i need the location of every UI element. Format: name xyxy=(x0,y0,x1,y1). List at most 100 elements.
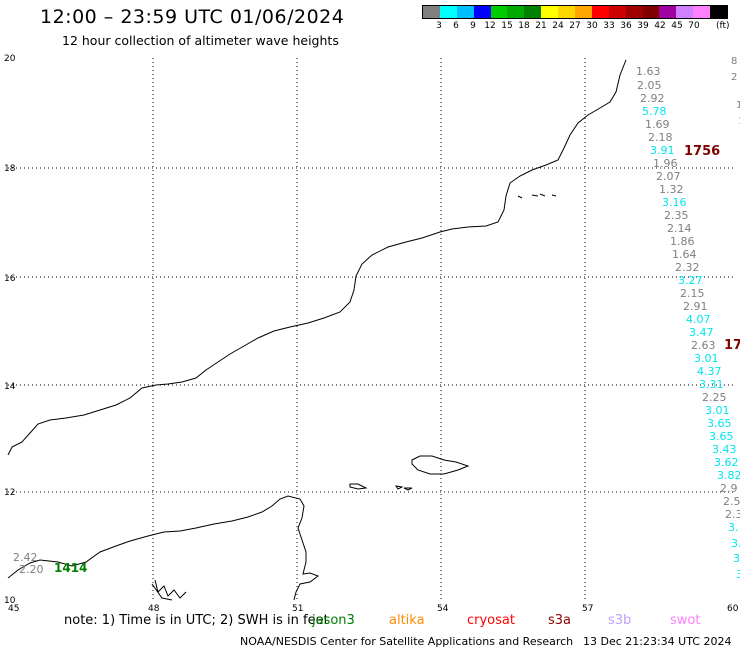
color-scale-label: 36 xyxy=(620,21,632,31)
wave-height-value: 2.91 xyxy=(683,300,708,313)
longitude-tick-label: 57 xyxy=(582,604,593,614)
edge-mark: 2 xyxy=(731,72,737,83)
wave-height-value: 2.14 xyxy=(667,222,692,235)
color-swatch xyxy=(625,6,643,18)
edge-mark: 1 xyxy=(736,100,740,111)
color-scale-label: 39 xyxy=(637,21,649,31)
color-scale-label: 3 xyxy=(436,21,442,31)
latitude-tick-label: 10 xyxy=(4,596,16,606)
wave-height-value: 2.42 xyxy=(13,551,38,564)
wave-height-value: 2.3 xyxy=(725,508,740,521)
longitude-tick-label: 48 xyxy=(148,604,160,614)
wave-height-value: 5.78 xyxy=(642,105,667,118)
color-scale-unit: (ft) xyxy=(716,21,730,31)
color-scale-label: 21 xyxy=(535,21,547,31)
color-scale-label: 6 xyxy=(453,21,459,31)
wave-height-value: 3. xyxy=(733,552,740,565)
map-subtitle: 12 hour collection of altimeter wave hei… xyxy=(62,33,339,48)
latitude-tick-label: 18 xyxy=(4,164,16,174)
wave-height-value: 2.5 xyxy=(723,495,740,508)
wave-height-value: 3.31 xyxy=(699,378,724,391)
wave-height-value: 2.63 xyxy=(691,339,716,352)
color-scale-label: 70 xyxy=(688,21,700,31)
pass-time-label: 17 xyxy=(724,338,740,353)
color-swatch xyxy=(558,6,576,18)
wave-height-value: 1.96 xyxy=(653,157,678,170)
color-swatch xyxy=(423,6,440,18)
latitude-tick-label: 20 xyxy=(4,54,16,64)
color-scale-label: 12 xyxy=(484,21,496,31)
lat-lon-grid xyxy=(8,58,735,600)
color-scale-label: 33 xyxy=(603,21,615,31)
wave-height-value: 1.32 xyxy=(659,183,684,196)
wave-height-value: 3.16 xyxy=(662,196,687,209)
color-swatch xyxy=(659,6,677,18)
wave-height-value: 1.69 xyxy=(645,118,670,131)
wave-height-value: 2.18 xyxy=(648,131,673,144)
coastline xyxy=(7,59,627,601)
longitude-tick-label: 45 xyxy=(8,604,19,614)
wave-height-value: 3. xyxy=(731,537,740,550)
pass-time-label: 1414 xyxy=(54,561,87,575)
color-scale-label: 42 xyxy=(654,21,666,31)
arabian-peninsula-coast xyxy=(7,59,627,456)
wave-height-value: 3.62 xyxy=(714,456,739,469)
wave-height-value: 3.01 xyxy=(694,352,719,365)
wave-height-value: 2.35 xyxy=(664,209,689,222)
satellite-legend-item: swot xyxy=(670,613,701,628)
wave-height-labels: 1.632.052.925.781.692.183.911.962.071.32… xyxy=(13,65,740,581)
small-island-1 xyxy=(394,485,404,490)
wave-height-value: 1.86 xyxy=(670,235,695,248)
color-swatch xyxy=(575,6,592,18)
wave-height-value: 1.64 xyxy=(672,248,697,261)
color-swatch xyxy=(693,6,711,18)
wave-height-value: 3.43 xyxy=(712,443,737,456)
wave-height-value: 3.65 xyxy=(709,430,734,443)
color-swatch xyxy=(608,6,626,18)
color-scale-label: 27 xyxy=(569,21,581,31)
wave-height-value: 3.01 xyxy=(705,404,730,417)
edge-mark: 8 xyxy=(731,56,737,67)
timestamp-text: 13 Dec 21:23:34 UTC 2024 xyxy=(583,635,732,648)
satellite-legend-item: altika xyxy=(389,613,425,628)
wave-height-value: 4.37 xyxy=(697,365,722,378)
units-note: note: 1) Time is in UTC; 2) SWH is in fe… xyxy=(64,613,329,628)
axis-tick-labels: 45 48 51 54 57 60 20 18 16 14 12 10 8 2 1 1 xyxy=(4,54,740,614)
kuria-muria-islands xyxy=(517,193,557,199)
satellite-legend-item: s3a xyxy=(548,613,572,628)
map-title: 12:00 – 23:59 UTC 01/06/2024 xyxy=(40,6,345,28)
wave-height-value: 2.92 xyxy=(640,92,665,105)
color-swatch xyxy=(490,6,508,18)
satellite-legend-item: s3b xyxy=(608,613,632,628)
color-scale-label: 18 xyxy=(518,21,530,31)
latitude-tick-label: 12 xyxy=(4,488,15,498)
wave-height-value: 3.47 xyxy=(689,326,714,339)
horn-of-africa-coast xyxy=(7,495,320,601)
edge-mark: 1 xyxy=(738,116,740,127)
wave-height-value: 2.25 xyxy=(702,391,727,404)
longitude-tick-label: 51 xyxy=(292,604,303,614)
longitude-tick-label: 54 xyxy=(437,604,449,614)
color-scale-label: 15 xyxy=(501,21,513,31)
wave-height-value: 4.07 xyxy=(686,313,711,326)
latitude-tick-label: 14 xyxy=(4,382,16,392)
wave-height-value: 3.91 xyxy=(650,144,675,157)
color-scale-label: 24 xyxy=(552,21,564,31)
credit-text: NOAA/NESDIS Center for Satellite Applica… xyxy=(240,635,574,648)
color-scale-label: 9 xyxy=(470,21,476,31)
color-swatch xyxy=(676,6,694,18)
coastal-inlet-marks xyxy=(151,579,187,601)
longitude-tick-label: 60 xyxy=(727,604,739,614)
wave-height-value: 3. xyxy=(728,521,739,534)
socotra-island xyxy=(411,455,470,475)
wave-height-value: 2.9 xyxy=(720,482,738,495)
color-swatch xyxy=(591,6,609,18)
wave-height-color-scale xyxy=(422,5,728,19)
satellite-legend-item: cryosat xyxy=(467,613,515,628)
color-scale-label: 30 xyxy=(586,21,598,31)
color-swatch xyxy=(710,6,728,18)
wave-height-value: 2.05 xyxy=(637,79,662,92)
wave-height-value: 2.20 xyxy=(19,563,44,576)
small-island-2 xyxy=(403,487,413,491)
